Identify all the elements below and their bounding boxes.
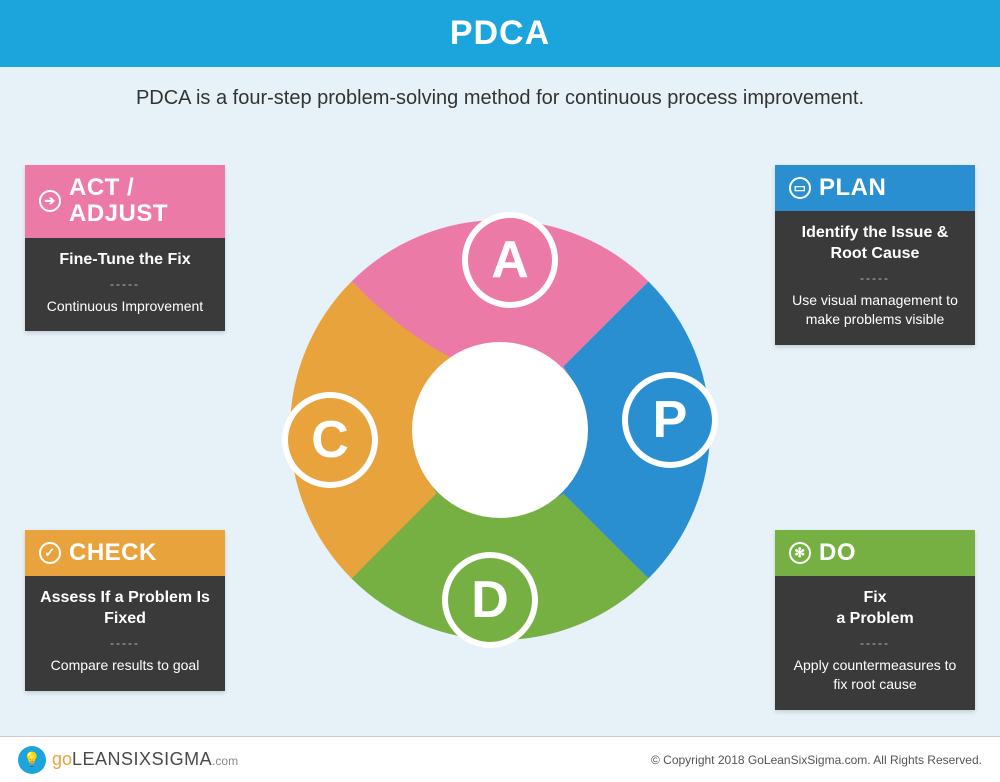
divider: ----- xyxy=(787,271,963,285)
card-do-body: Fixa Problem ----- Apply countermeasures… xyxy=(775,576,975,709)
check-icon: ✓ xyxy=(39,542,61,564)
card-do-desc: Apply countermeasures to fix root cause xyxy=(787,656,963,694)
footer: 💡 goLEANSIXSIGMA.com © Copyright 2018 Go… xyxy=(0,736,1000,782)
card-check: ✓ CHECK Assess If a Problem Is Fixed ---… xyxy=(25,530,225,691)
card-check-desc: Compare results to goal xyxy=(37,656,213,675)
arrow-icon: ➔ xyxy=(39,190,61,212)
header-title: PDCA xyxy=(450,14,550,52)
logo-go: go xyxy=(52,749,72,769)
letter-a-text: A xyxy=(491,230,529,290)
card-act: ➔ ACT /ADJUST Fine-Tune the Fix ----- Co… xyxy=(25,165,225,331)
header-bar: PDCA xyxy=(0,0,1000,67)
divider: ----- xyxy=(37,277,213,291)
card-act-body: Fine-Tune the Fix ----- Continuous Impro… xyxy=(25,238,225,332)
letter-c-text: C xyxy=(311,410,349,470)
card-act-title: ➔ ACT /ADJUST xyxy=(25,165,225,238)
card-do-heading: Fixa Problem xyxy=(787,588,963,630)
cycle-center xyxy=(412,342,588,518)
letter-d: D xyxy=(442,552,538,648)
letter-p: P xyxy=(622,372,718,468)
letter-a: A xyxy=(462,212,558,308)
card-do: ✻ DO Fixa Problem ----- Apply countermea… xyxy=(775,530,975,710)
letter-d-text: D xyxy=(471,570,509,630)
card-plan-title: ▭ PLAN xyxy=(775,165,975,211)
card-plan-title-text: PLAN xyxy=(819,175,886,201)
card-act-heading: Fine-Tune the Fix xyxy=(37,250,213,271)
card-plan-body: Identify the Issue & Root Cause ----- Us… xyxy=(775,211,975,344)
logo: 💡 goLEANSIXSIGMA.com xyxy=(18,746,238,774)
card-check-title-text: CHECK xyxy=(69,540,157,566)
card-act-title-text: ACT /ADJUST xyxy=(69,175,168,228)
gear-icon: ✻ xyxy=(789,542,811,564)
card-do-title-text: DO xyxy=(819,540,856,566)
card-plan-desc: Use visual management to make problems v… xyxy=(787,291,963,329)
card-plan-heading: Identify the Issue & Root Cause xyxy=(787,223,963,265)
card-do-title: ✻ DO xyxy=(775,530,975,576)
card-act-desc: Continuous Improvement xyxy=(37,297,213,316)
card-plan: ▭ PLAN Identify the Issue & Root Cause -… xyxy=(775,165,975,345)
card-check-heading: Assess If a Problem Is Fixed xyxy=(37,588,213,630)
card-check-title: ✓ CHECK xyxy=(25,530,225,576)
subtitle: PDCA is a four-step problem-solving meth… xyxy=(0,87,1000,110)
card-check-body: Assess If a Problem Is Fixed ----- Compa… xyxy=(25,576,225,690)
logo-suffix: .com xyxy=(212,754,238,768)
clipboard-icon: ▭ xyxy=(789,177,811,199)
divider: ----- xyxy=(37,636,213,650)
copyright: © Copyright 2018 GoLeanSixSigma.com. All… xyxy=(651,753,982,767)
letter-c: C xyxy=(282,392,378,488)
letter-p-text: P xyxy=(653,390,688,450)
logo-brand: LEANSIXSIGMA xyxy=(72,749,212,769)
divider: ----- xyxy=(787,636,963,650)
bulb-icon: 💡 xyxy=(18,746,46,774)
